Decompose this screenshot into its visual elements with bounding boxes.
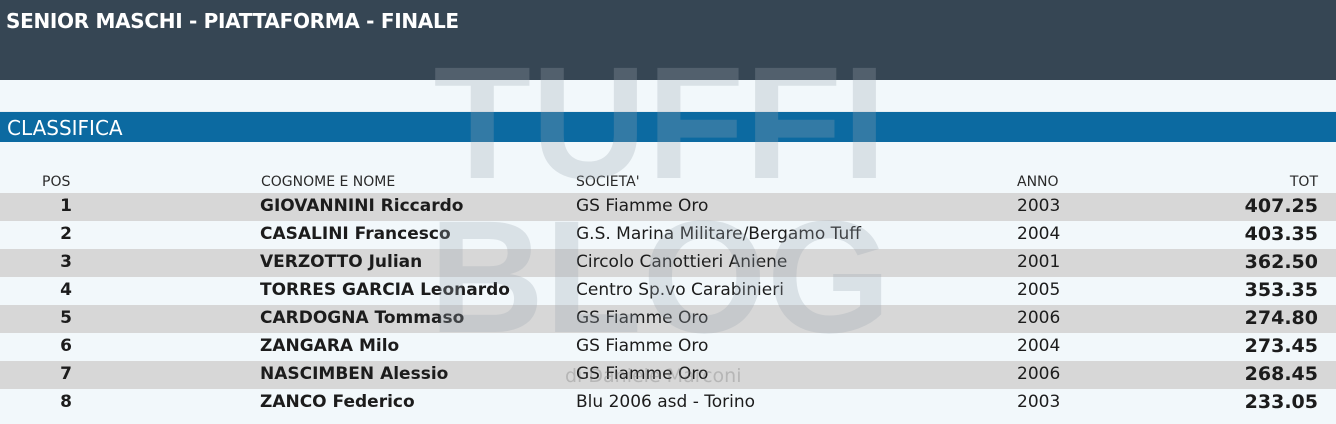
cell-pos: 3 bbox=[60, 252, 72, 272]
cell-tot: 353.35 bbox=[1244, 279, 1318, 301]
cell-tot: 274.80 bbox=[1244, 307, 1318, 329]
table-row: 1 GIOVANNINI Riccardo GS Fiamme Oro 2003… bbox=[0, 193, 1336, 221]
cell-year: 2005 bbox=[1017, 280, 1061, 300]
cell-pos: 1 bbox=[60, 196, 72, 216]
column-header-pos: POS bbox=[42, 174, 71, 190]
cell-club: Blu 2006 asd - Torino bbox=[576, 392, 756, 412]
section-title: CLASSIFICA bbox=[7, 116, 123, 140]
table-row: 3 VERZOTTO Julian Circolo Canottieri Ani… bbox=[0, 249, 1336, 277]
cell-name: CASALINI Francesco bbox=[260, 224, 451, 244]
cell-tot: 403.35 bbox=[1244, 223, 1318, 245]
cell-club: Circolo Canottieri Aniene bbox=[576, 252, 788, 272]
cell-pos: 2 bbox=[60, 224, 72, 244]
cell-name: VERZOTTO Julian bbox=[260, 252, 423, 272]
column-header-tot: TOT bbox=[1289, 174, 1318, 190]
cell-name: ZANGARA Milo bbox=[260, 336, 400, 356]
ranking-table: 1 GIOVANNINI Riccardo GS Fiamme Oro 2003… bbox=[0, 193, 1336, 417]
cell-name: CARDOGNA Tommaso bbox=[260, 308, 465, 328]
table-row: 5 CARDOGNA Tommaso GS Fiamme Oro 2006 27… bbox=[0, 305, 1336, 333]
cell-pos: 8 bbox=[60, 392, 72, 412]
cell-name: GIOVANNINI Riccardo bbox=[260, 196, 464, 216]
table-row: 7 NASCIMBEN Alessio GS Fiamme Oro 2006 2… bbox=[0, 361, 1336, 389]
cell-year: 2001 bbox=[1017, 252, 1061, 272]
cell-pos: 7 bbox=[60, 364, 72, 384]
cell-name: NASCIMBEN Alessio bbox=[260, 364, 449, 384]
column-header-club: SOCIETA' bbox=[576, 174, 640, 190]
column-header-name: COGNOME E NOME bbox=[261, 174, 396, 190]
cell-tot: 233.05 bbox=[1244, 391, 1318, 413]
cell-year: 2004 bbox=[1017, 336, 1061, 356]
cell-name: ZANCO Federico bbox=[260, 392, 415, 412]
cell-pos: 6 bbox=[60, 336, 72, 356]
cell-pos: 4 bbox=[60, 280, 72, 300]
cell-tot: 362.50 bbox=[1244, 251, 1318, 273]
cell-year: 2006 bbox=[1017, 308, 1061, 328]
cell-name: TORRES GARCIA Leonardo bbox=[260, 280, 510, 300]
watermark-credit: di Daniele Marconi bbox=[565, 365, 742, 387]
results-header: SENIOR MASCHI - PIATTAFORMA - FINALE bbox=[0, 0, 1336, 80]
table-row: 8 ZANCO Federico Blu 2006 asd - Torino 2… bbox=[0, 389, 1336, 417]
table-row: 2 CASALINI Francesco G.S. Marina Militar… bbox=[0, 221, 1336, 249]
cell-year: 2004 bbox=[1017, 224, 1061, 244]
table-row: 4 TORRES GARCIA Leonardo Centro Sp.vo Ca… bbox=[0, 277, 1336, 305]
table-row: 6 ZANGARA Milo GS Fiamme Oro 2004 273.45 bbox=[0, 333, 1336, 361]
cell-pos: 5 bbox=[60, 308, 72, 328]
cell-club: GS Fiamme Oro bbox=[576, 196, 709, 216]
cell-tot: 407.25 bbox=[1244, 195, 1318, 217]
cell-club: Centro Sp.vo Carabinieri bbox=[576, 280, 784, 300]
cell-club: G.S. Marina Militare/Bergamo Tuff bbox=[576, 224, 861, 244]
column-header-year: ANNO bbox=[1017, 174, 1059, 190]
cell-club: GS Fiamme Oro bbox=[576, 336, 709, 356]
event-title: SENIOR MASCHI - PIATTAFORMA - FINALE bbox=[6, 9, 459, 33]
cell-year: 2003 bbox=[1017, 392, 1061, 412]
cell-tot: 268.45 bbox=[1244, 363, 1318, 385]
cell-tot: 273.45 bbox=[1244, 335, 1318, 357]
section-bar: CLASSIFICA bbox=[0, 111, 1336, 142]
cell-year: 2003 bbox=[1017, 196, 1061, 216]
cell-club: GS Fiamme Oro bbox=[576, 364, 709, 384]
cell-year: 2006 bbox=[1017, 364, 1061, 384]
cell-club: GS Fiamme Oro bbox=[576, 308, 709, 328]
